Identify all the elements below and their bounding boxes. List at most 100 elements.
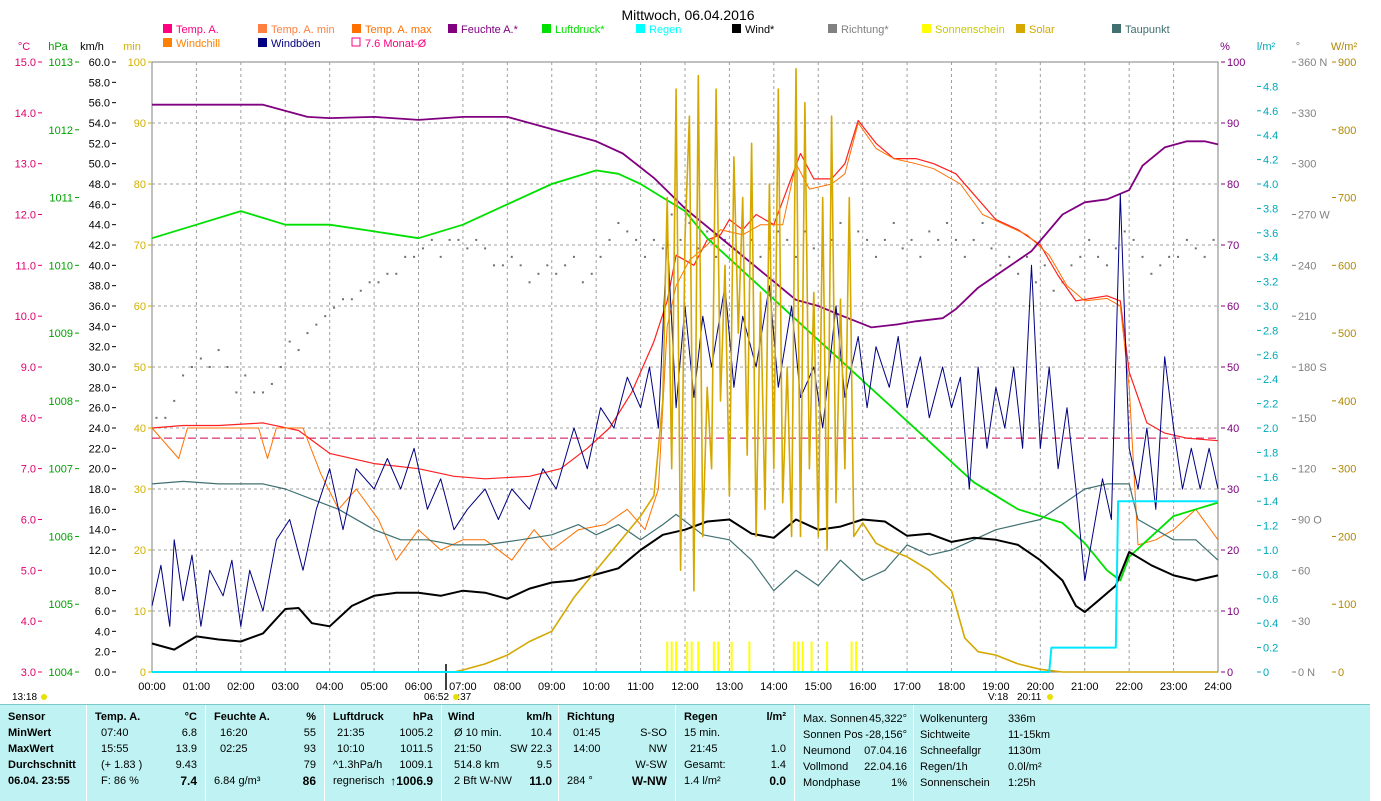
legend-swatch: [163, 38, 172, 47]
y-tick-direction: 240: [1298, 260, 1316, 272]
direction-dot: [910, 238, 913, 241]
y-tick-pressure: 1009: [49, 328, 73, 340]
legend-swatch: [448, 24, 457, 33]
temp-header: Temp. A.: [95, 711, 141, 723]
direction-dot: [1141, 255, 1144, 258]
sunshine-bar: [810, 641, 813, 672]
direction-dot: [1043, 264, 1046, 267]
y-tick-solar: 200: [1338, 531, 1356, 543]
y-tick-rain: 4.4: [1263, 130, 1278, 142]
y-tick-pressure: 1005: [49, 599, 73, 611]
sunshine-bar: [748, 641, 751, 672]
chart-title: Mittwoch, 06.04.2016: [621, 7, 754, 23]
legend-swatch: [1016, 24, 1025, 33]
humidity-column: Feuchte A. % 16:20 55 02:25 93 79 6.84 g…: [206, 705, 325, 801]
wind-avg10-label: Ø 10 min.: [454, 727, 502, 739]
y-tick-humidity: 30: [1227, 484, 1239, 496]
y-tick-direction: 30: [1298, 616, 1310, 628]
direction-dot: [270, 382, 273, 385]
y-tick-wind: 12.0: [89, 545, 110, 557]
direction-dot: [253, 391, 256, 394]
direction-dot: [1088, 238, 1091, 241]
rain-max-time: 21:45: [690, 743, 718, 755]
legend-swatch: [258, 24, 267, 33]
y-tick-humidity: 90: [1227, 118, 1239, 130]
direction-dot: [173, 399, 176, 402]
legend-swatch: [1112, 24, 1121, 33]
wind-column: Wind km/h Ø 10 min. 10.4 21:50 SW 22.3 5…: [442, 705, 559, 801]
temp-column: Temp. A. °C 07:40 6.8 15:55 13.9 (+ 1.83…: [87, 705, 206, 801]
direction-dot: [324, 315, 327, 318]
y-tick-wind: 16.0: [89, 504, 110, 516]
pressure-max-time: 10:10: [337, 743, 365, 755]
direction-dot: [421, 247, 424, 250]
direction-dot: [368, 281, 371, 284]
direction-dot: [590, 272, 593, 275]
direction-dot: [1097, 255, 1100, 258]
y-tick-wind: 2.0: [95, 647, 110, 659]
direction-degrees: 284 °: [567, 775, 593, 787]
x-tick-label: 19:00: [982, 681, 1010, 693]
temp-current-note: F: 86 %: [101, 775, 139, 787]
direction-dot: [866, 238, 869, 241]
direction-dot: [315, 323, 318, 326]
direction-dot: [688, 221, 691, 224]
misc-snowline-label: Schneefallgr: [920, 745, 982, 757]
direction-dot: [883, 238, 886, 241]
direction-dot: [306, 332, 309, 335]
direction-dot: [670, 213, 673, 216]
direction-dot: [1008, 255, 1011, 258]
y-tick-temp: 5.0: [21, 565, 36, 577]
direction-dot: [1150, 272, 1153, 275]
y-tick-temp: 11.0: [15, 260, 36, 272]
x-tick-label: 10:00: [582, 681, 610, 693]
direction-dot: [1132, 238, 1135, 241]
y-tick-temp: 7.0: [21, 464, 36, 476]
y-tick-wind: 36.0: [89, 301, 110, 313]
rain-column: Regen l/m² 15 min. 21:45 1.0 Gesamt: 1.4…: [676, 705, 795, 801]
y-tick-direction: 360 N: [1298, 57, 1327, 69]
y-tick-rain: 2.8: [1263, 325, 1278, 337]
direction-dot: [768, 247, 771, 250]
y-tick-rain: 2.4: [1263, 374, 1278, 386]
direction-dot: [1105, 264, 1108, 267]
direction-dot: [457, 238, 460, 241]
direction-dot: [803, 230, 806, 233]
legend-swatch: [352, 24, 361, 33]
direction-dot: [839, 221, 842, 224]
direction-dot: [759, 255, 762, 258]
y-tick-rain: 3.2: [1263, 277, 1278, 289]
direction-dot: [928, 230, 931, 233]
direction-dot: [448, 238, 451, 241]
temp-max-time: 15:55: [101, 743, 129, 755]
direction-dot: [972, 238, 975, 241]
legend-swatch: [732, 24, 741, 33]
direction-dot: [937, 238, 940, 241]
y-tick-minutes: 80: [134, 179, 146, 191]
temp-min-value: 6.8: [181, 727, 197, 739]
temp-max-value: 13.9: [175, 743, 197, 755]
legend-swatch: [922, 24, 931, 33]
sunshine-bar: [850, 641, 853, 672]
y-tick-wind: 14.0: [89, 525, 110, 537]
sunshine-bar: [666, 641, 669, 672]
direction-dot: [1168, 255, 1171, 258]
misc-snowline-value: 1130m: [1008, 745, 1041, 757]
y-tick-wind: 38.0: [89, 281, 110, 293]
sunshine-bar: [712, 641, 715, 672]
direction-min-time: 01:45: [573, 727, 601, 739]
y-tick-solar: 600: [1338, 260, 1356, 272]
y-tick-direction: 150: [1298, 413, 1316, 425]
y-tick-humidity: 50: [1227, 362, 1239, 374]
direction-dot: [661, 247, 664, 250]
wind-header: Wind: [448, 711, 475, 723]
legend-label: Temp. A. max: [365, 24, 432, 36]
x-tick-label: 01:00: [183, 681, 211, 693]
astro-moonphase-label: Mondphase: [803, 777, 861, 789]
y-tick-minutes: 20: [134, 545, 146, 557]
y-tick-direction: 120: [1298, 464, 1316, 476]
y-tick-wind: 0.0: [95, 667, 110, 679]
legend-label: Wind*: [745, 24, 775, 36]
y-tick-wind: 20.0: [89, 464, 110, 476]
y-tick-wind: 60.0: [89, 57, 110, 69]
